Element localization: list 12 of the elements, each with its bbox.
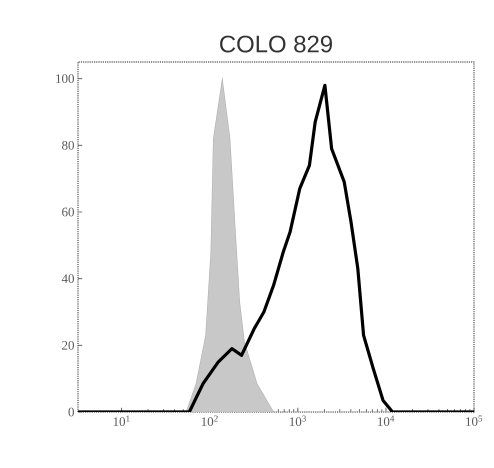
x-tick-label: 10$^{1}$ xyxy=(114,416,130,426)
x-tick-label: 10$^{3}$ xyxy=(290,416,306,426)
y-tick-label: 0 xyxy=(68,408,74,416)
y-tick-label: 80 xyxy=(62,140,74,150)
y-tick-label: 20 xyxy=(62,340,74,350)
chart-title: COLO 829 xyxy=(220,36,332,52)
y-tick-label: 60 xyxy=(62,208,74,216)
x-tick-label: 10$^{4}$ xyxy=(378,416,394,426)
y-tick-label: 100 xyxy=(56,74,74,84)
x-tick-label: 10$^{5}$ xyxy=(466,416,482,426)
x-tick-label: 10$^{2}$ xyxy=(202,416,218,426)
y-tick-label: 40 xyxy=(62,274,74,284)
